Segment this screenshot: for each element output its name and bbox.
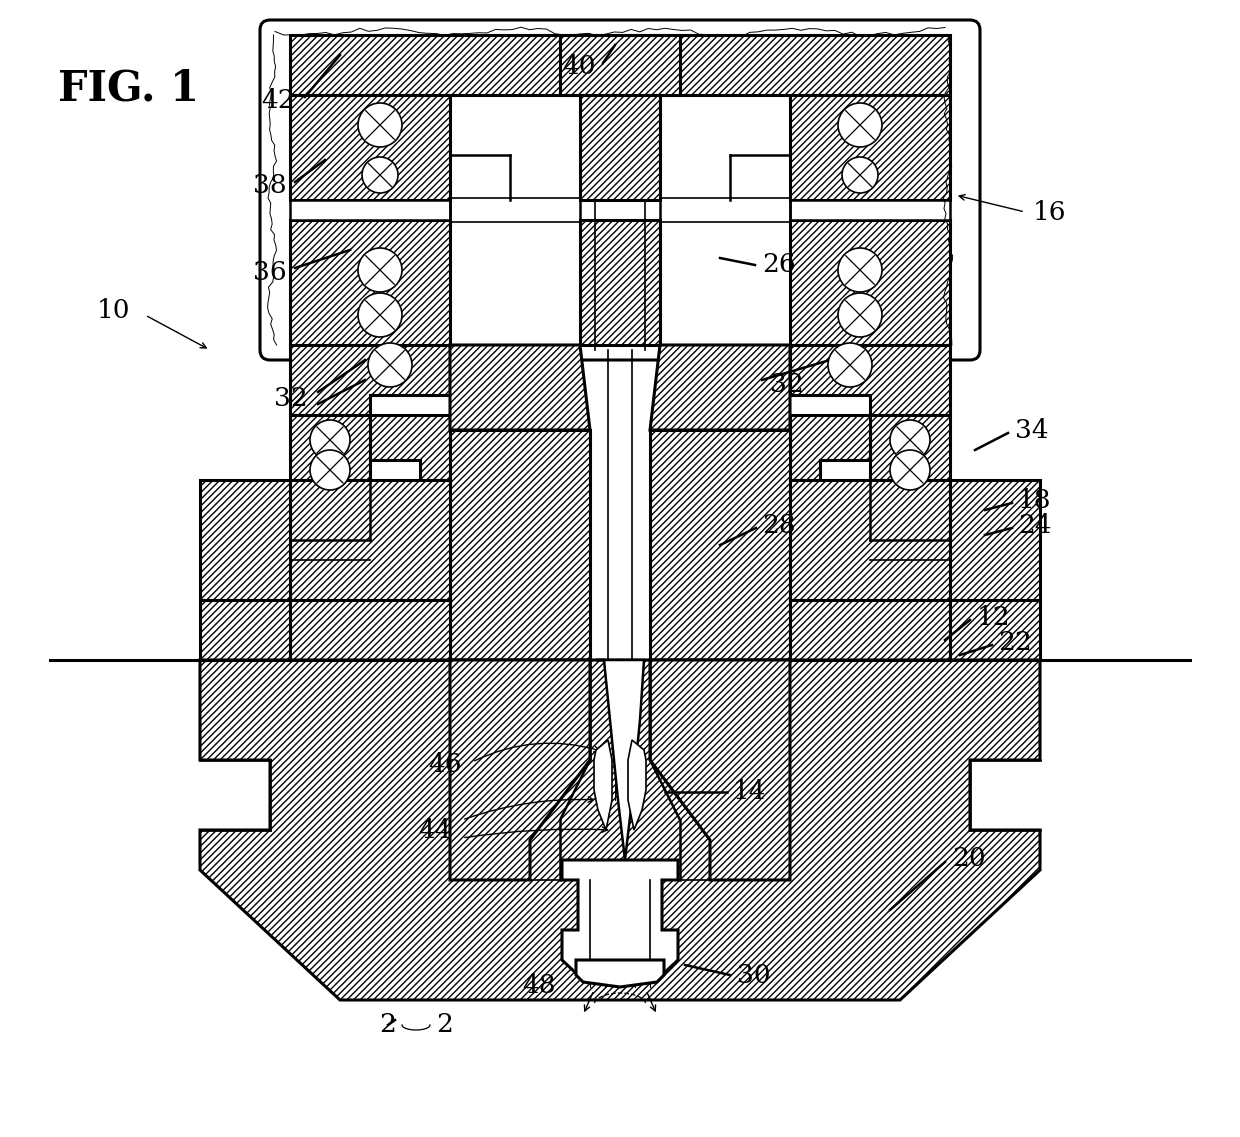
Text: FIG. 1: FIG. 1 (58, 67, 198, 109)
Polygon shape (200, 600, 290, 659)
Text: 28: 28 (763, 513, 796, 538)
Polygon shape (580, 96, 660, 200)
Polygon shape (627, 740, 646, 830)
Circle shape (358, 248, 402, 292)
Polygon shape (790, 600, 950, 659)
Polygon shape (450, 345, 590, 430)
Text: 44: 44 (419, 818, 453, 843)
Polygon shape (370, 415, 450, 480)
Text: 34: 34 (1016, 417, 1049, 442)
Polygon shape (290, 600, 450, 659)
Polygon shape (950, 480, 1040, 600)
Text: 24: 24 (1018, 513, 1052, 538)
Polygon shape (290, 219, 450, 345)
Circle shape (310, 420, 350, 460)
Polygon shape (560, 35, 680, 96)
Polygon shape (790, 200, 950, 219)
Text: 2: 2 (436, 1013, 454, 1037)
Polygon shape (562, 860, 678, 982)
Polygon shape (450, 659, 590, 880)
Text: 30: 30 (737, 963, 770, 988)
Circle shape (842, 157, 878, 193)
Polygon shape (790, 480, 950, 600)
Circle shape (362, 157, 398, 193)
Circle shape (358, 103, 402, 147)
Text: 20: 20 (952, 846, 986, 871)
Polygon shape (790, 219, 950, 345)
Text: 32: 32 (274, 385, 308, 410)
Circle shape (828, 343, 872, 387)
Text: 14: 14 (733, 779, 766, 804)
Circle shape (838, 248, 882, 292)
Text: 42: 42 (262, 88, 295, 113)
Text: 40: 40 (563, 53, 596, 78)
Text: 16: 16 (1033, 199, 1066, 224)
Polygon shape (290, 96, 450, 200)
Polygon shape (650, 345, 790, 430)
Polygon shape (200, 480, 290, 600)
Polygon shape (580, 219, 660, 345)
Text: 18: 18 (1018, 488, 1052, 513)
Text: 32: 32 (770, 372, 804, 397)
Polygon shape (650, 659, 790, 880)
Polygon shape (650, 430, 790, 659)
Text: 12: 12 (977, 605, 1011, 630)
Polygon shape (596, 659, 644, 860)
Text: 26: 26 (763, 251, 796, 276)
Polygon shape (870, 415, 950, 480)
Polygon shape (950, 600, 1040, 659)
Circle shape (310, 450, 350, 490)
Polygon shape (790, 415, 870, 480)
Text: 36: 36 (253, 259, 286, 284)
Circle shape (890, 450, 930, 490)
Text: 10: 10 (97, 298, 130, 323)
Polygon shape (290, 35, 950, 96)
Circle shape (838, 293, 882, 337)
Circle shape (890, 420, 930, 460)
Text: 46: 46 (429, 752, 463, 777)
Polygon shape (450, 430, 590, 659)
FancyBboxPatch shape (260, 20, 980, 360)
Polygon shape (577, 960, 663, 987)
Polygon shape (290, 480, 450, 600)
Circle shape (358, 293, 402, 337)
Polygon shape (790, 96, 950, 200)
Circle shape (368, 343, 412, 387)
Polygon shape (200, 659, 1040, 1001)
Polygon shape (290, 345, 450, 415)
Text: 38: 38 (253, 173, 286, 198)
Polygon shape (290, 200, 450, 219)
Circle shape (838, 103, 882, 147)
Polygon shape (790, 345, 950, 415)
Polygon shape (594, 740, 613, 830)
Text: 2: 2 (379, 1013, 397, 1037)
Text: 48: 48 (522, 972, 556, 997)
Polygon shape (290, 415, 370, 480)
Text: 22: 22 (998, 630, 1032, 655)
